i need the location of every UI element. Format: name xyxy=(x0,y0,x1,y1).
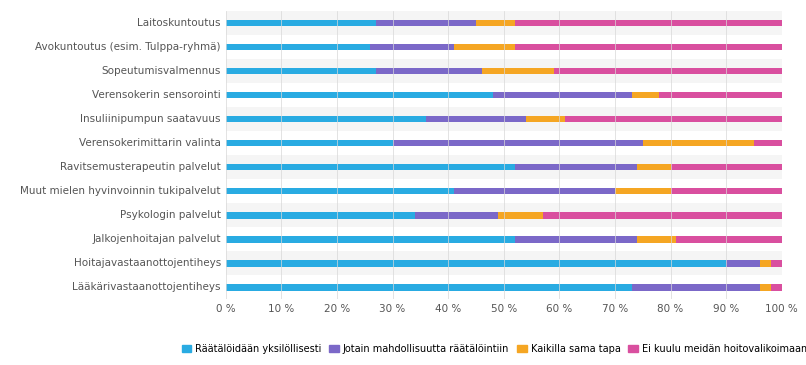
Bar xyxy=(226,275,782,299)
Bar xyxy=(226,284,632,291)
Bar xyxy=(376,20,476,26)
Bar xyxy=(515,164,638,170)
Bar xyxy=(754,140,782,146)
Bar xyxy=(454,188,615,195)
Bar xyxy=(226,20,376,26)
Bar xyxy=(226,68,376,74)
Bar xyxy=(498,212,542,219)
Bar xyxy=(226,251,782,275)
Bar xyxy=(676,236,782,242)
Bar xyxy=(515,44,782,50)
Bar xyxy=(226,227,782,251)
Bar xyxy=(226,107,782,131)
Bar xyxy=(481,68,554,74)
Bar xyxy=(515,20,782,26)
Bar xyxy=(759,284,771,291)
Bar xyxy=(226,179,782,203)
Bar xyxy=(771,284,782,291)
Bar xyxy=(615,188,671,195)
Bar xyxy=(659,92,782,98)
Bar xyxy=(226,116,426,122)
Bar xyxy=(632,92,659,98)
Bar xyxy=(542,212,782,219)
Bar xyxy=(226,212,415,219)
Bar xyxy=(565,116,782,122)
Bar xyxy=(393,140,643,146)
Bar xyxy=(476,20,515,26)
Bar xyxy=(226,83,782,107)
Bar xyxy=(226,155,782,179)
Bar xyxy=(370,44,454,50)
Bar xyxy=(226,188,454,195)
Bar xyxy=(638,164,671,170)
Bar xyxy=(226,236,515,242)
Bar xyxy=(226,131,782,155)
Bar xyxy=(771,260,782,266)
Bar xyxy=(226,260,726,266)
Bar xyxy=(515,236,638,242)
Bar xyxy=(454,44,515,50)
Bar xyxy=(415,212,498,219)
Bar xyxy=(226,140,393,146)
Bar xyxy=(226,164,515,170)
Bar xyxy=(226,59,782,83)
Bar xyxy=(632,284,759,291)
Bar xyxy=(671,164,782,170)
Bar xyxy=(554,68,782,74)
Bar xyxy=(643,140,754,146)
Bar xyxy=(492,92,632,98)
Bar xyxy=(226,203,782,227)
Bar xyxy=(759,260,771,266)
Bar xyxy=(226,44,370,50)
Bar xyxy=(526,116,565,122)
Bar xyxy=(671,188,782,195)
Bar xyxy=(376,68,481,74)
Bar xyxy=(426,116,526,122)
Bar xyxy=(226,92,492,98)
Bar xyxy=(226,35,782,59)
Bar xyxy=(226,11,782,35)
Bar xyxy=(638,236,676,242)
Legend: Räätälöidään yksilöllisesti, Jotain mahdollisuutta räätälöintiin, Kaikilla sama : Räätälöidään yksilöllisesti, Jotain mahd… xyxy=(177,340,806,358)
Bar xyxy=(726,260,759,266)
